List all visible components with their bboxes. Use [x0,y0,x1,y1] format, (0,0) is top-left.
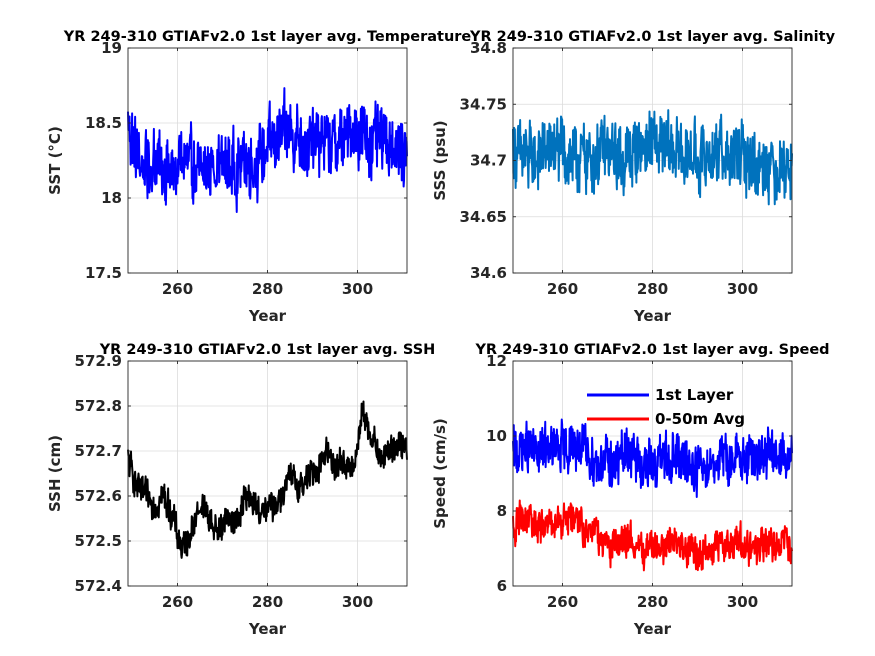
ssh-ytick-label: 572.9 [75,352,122,370]
speed-legend-label-0: 1st Layer [655,386,734,404]
speed-ytick-label: 8 [497,502,507,520]
ssh-xtick-label: 280 [252,593,283,611]
sst-xtick-label: 280 [252,280,283,298]
speed-ytick-label: 6 [497,577,507,595]
sss-ytick-label: 34.65 [460,208,507,226]
speed-ytick-label: 12 [486,352,507,370]
speed-xlabel: Year [633,620,672,638]
sst-title: YR 249-310 GTIAFv2.0 1st layer avg. Temp… [63,29,472,45]
sss-xtick-label: 260 [547,280,578,298]
sss-xlabel: Year [633,307,672,325]
sst-ytick-label: 19 [101,39,122,57]
speed-title: YR 249-310 GTIAFv2.0 1st layer avg. Spee… [474,342,829,358]
sss-series-line-0 [512,109,793,206]
speed-xtick-label: 280 [637,593,668,611]
ssh-ytick-label: 572.8 [75,397,122,415]
ssh-xtick-label: 260 [162,593,193,611]
sst-ylabel: SST (°C) [46,126,64,195]
sss-ytick-label: 34.8 [470,39,507,57]
ssh-xtick-label: 300 [342,593,373,611]
sst-xlabel: Year [248,307,287,325]
sst-ytick-label: 17.5 [85,264,122,282]
sst-xtick-label: 300 [342,280,373,298]
sss-ylabel: SSS (psu) [431,120,449,200]
sss-ytick-label: 34.7 [470,152,507,170]
ssh-ytick-label: 572.4 [75,577,122,595]
speed-xtick-label: 260 [547,593,578,611]
sss-title: YR 249-310 GTIAFv2.0 1st layer avg. Sali… [469,29,836,45]
speed-xtick-label: 300 [727,593,758,611]
sss-xtick-label: 280 [637,280,668,298]
sst-ytick-label: 18 [101,189,122,207]
speed-ytick-label: 10 [486,427,507,445]
ssh-ytick-label: 572.5 [75,532,122,550]
sss-ytick-label: 34.75 [460,95,507,113]
ssh-ytick-label: 572.6 [75,487,122,505]
sss-ytick-label: 34.6 [470,264,507,282]
speed-legend-label-1: 0-50m Avg [655,410,745,428]
speed-ylabel: Speed (cm/s) [431,418,449,529]
ssh-ylabel: SSH (cm) [46,435,64,512]
sst-series-line-0 [127,87,408,213]
sst-xtick-label: 260 [162,280,193,298]
speed-series-line-1 [512,499,793,572]
ssh-xlabel: Year [248,620,287,638]
ssh-ytick-label: 572.7 [75,442,122,460]
ssh-title: YR 249-310 GTIAFv2.0 1st layer avg. SSH [99,342,436,358]
sss-panel: 260 280 300 34.6 34.65 34.7 34.75 34.8YR 249-31… [431,29,836,325]
sst-ytick-label: 18.5 [85,114,122,132]
ssh-panel: 260 280 300572.4572.5572.6572.7572.8572.9Y… [46,342,435,638]
sss-xtick-label: 300 [727,280,758,298]
speed-series-line-0 [512,418,793,498]
ssh-series-line-0 [127,400,408,559]
